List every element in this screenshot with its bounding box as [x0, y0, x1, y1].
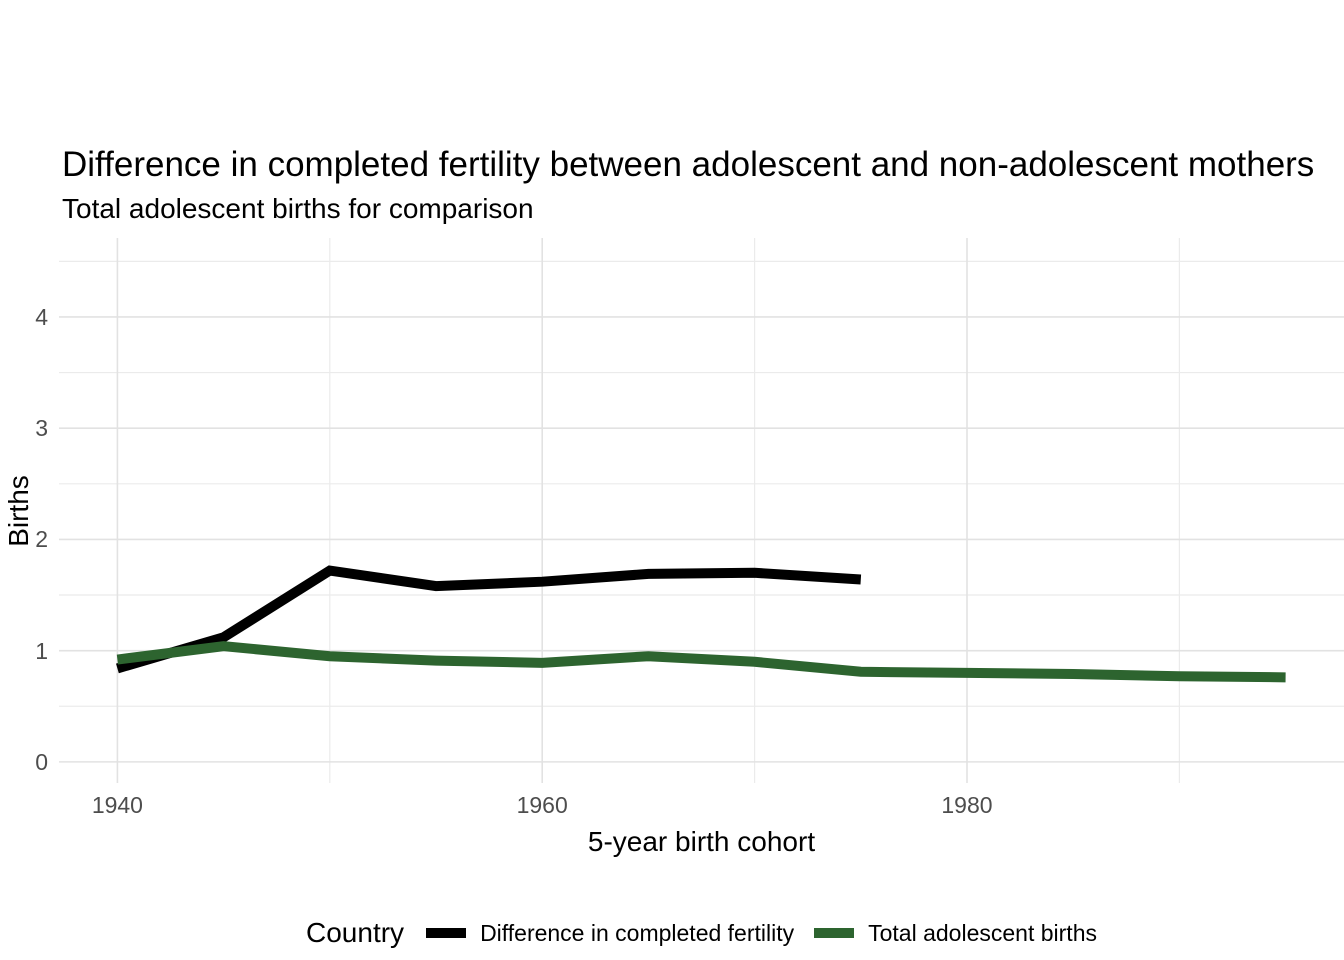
series-line-difference-in-completed-fertility [116, 565, 862, 674]
x-tick-label: 1960 [516, 792, 568, 818]
series-line-total-adolescent-births [116, 641, 1286, 683]
y-tick-label: 3 [35, 415, 48, 442]
chart-title: Difference in completed fertility betwee… [62, 145, 1315, 184]
legend-title: Country [306, 917, 405, 948]
y-tick-label: 1 [35, 637, 48, 664]
legend-label-total: Total adolescent births [868, 919, 1097, 946]
legend-key-difference [426, 928, 467, 938]
chart-subtitle: Total adolescent births for comparison [62, 193, 534, 224]
x-axis-title: 5-year birth cohort [587, 826, 816, 857]
legend-label-difference: Difference in completed fertility [480, 919, 795, 946]
y-tick-label: 4 [35, 303, 48, 330]
y-tick-label: 0 [35, 748, 48, 775]
x-tick-label: 1980 [941, 792, 993, 818]
y-tick-label: 2 [35, 526, 48, 553]
y-axis-title: Births [3, 475, 34, 547]
x-tick-label: 1940 [91, 792, 143, 818]
legend-key-total [814, 928, 855, 938]
